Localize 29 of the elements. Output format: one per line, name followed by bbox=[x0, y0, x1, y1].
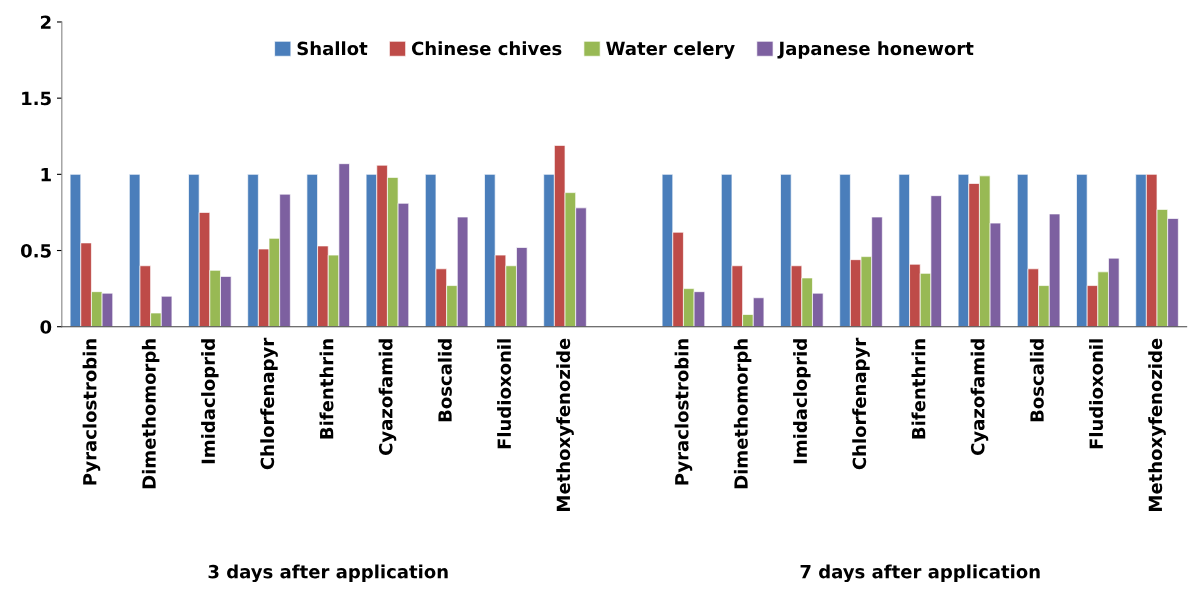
x-tick-label: Fludioxonil bbox=[497, 339, 512, 449]
x-tick-label: Pyraclostrobin bbox=[82, 339, 101, 485]
x-tick-label: Chlorfenapyr bbox=[260, 337, 278, 470]
x-tick-label: Pyraclostrobin bbox=[674, 339, 693, 485]
legend-label: Water celery bbox=[606, 41, 735, 59]
legend-label: Shallot bbox=[297, 41, 368, 56]
x-tick-label: Boscalid bbox=[1029, 339, 1044, 422]
y-tick-label: 2 bbox=[40, 15, 51, 29]
x-tick-label: Dimethomorph bbox=[141, 339, 160, 489]
y-tick-label: 0.5 bbox=[20, 243, 51, 258]
y-tick-label: 0 bbox=[40, 320, 52, 334]
y-tick-label: 1 bbox=[41, 168, 51, 182]
x-tick-label: Imidacloprid bbox=[201, 339, 219, 464]
x-tick-label: Bifenthrin bbox=[319, 339, 334, 439]
x-tick-label: Cyazofamid bbox=[378, 339, 397, 455]
x-tick-label: Imidacloprid bbox=[793, 339, 811, 464]
legend-label: Japanese honewort bbox=[777, 41, 974, 59]
x-tick-label: Fludioxonil bbox=[1089, 339, 1104, 449]
text: 7 days after application bbox=[800, 564, 1040, 583]
x-tick-label: Bifenthrin bbox=[911, 339, 926, 439]
x-tick-label: Chlorfenapyr bbox=[852, 337, 870, 470]
x-tick-label: Methoxyfenozide bbox=[556, 338, 574, 511]
x-tick-label: Cyazofamid bbox=[970, 339, 989, 455]
y-tick-label: 1.5 bbox=[22, 91, 51, 106]
x-tick-label: Dimethomorph bbox=[733, 339, 752, 489]
text: 3 days after application bbox=[208, 564, 448, 583]
x-tick-label: Boscalid bbox=[437, 339, 452, 422]
x-tick-label: Methoxyfenozide bbox=[1148, 338, 1166, 511]
legend-label: Chinese chives bbox=[411, 41, 562, 56]
